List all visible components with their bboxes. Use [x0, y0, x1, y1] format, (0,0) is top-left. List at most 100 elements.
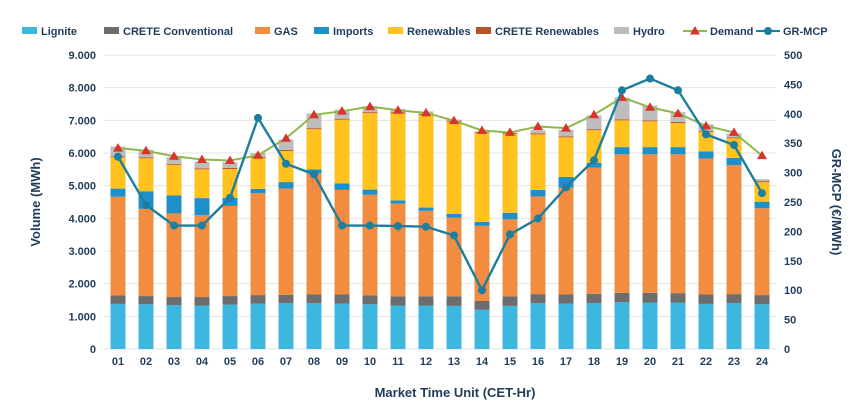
bar-gas [278, 188, 294, 295]
y-tick-label: 9.000 [68, 50, 96, 62]
bar-imports [194, 198, 210, 216]
x-tick-label: 22 [700, 356, 712, 368]
x-tick-label: 01 [112, 356, 124, 368]
bar-hydro [278, 139, 294, 151]
bar-imports [362, 189, 378, 195]
bar-gas [250, 193, 266, 296]
bar-lignite [334, 303, 350, 349]
bar-renewables [418, 114, 434, 208]
y-tick-label: 8.000 [68, 83, 96, 95]
marker-gr-mcp [702, 130, 710, 139]
bar-crete-renewables [362, 112, 378, 114]
bar-imports [726, 157, 742, 166]
x-tick-label: 18 [588, 356, 600, 368]
marker-gr-mcp [422, 222, 430, 231]
bar-lignite [474, 309, 490, 349]
marker-demand [645, 102, 655, 111]
bar-renewables [390, 113, 406, 201]
bar-crete-conventional [530, 294, 546, 304]
x-tick-label: 04 [196, 356, 209, 368]
bar-crete-conventional [362, 295, 378, 305]
bar-lignite [166, 305, 182, 349]
bar-renewables [362, 113, 378, 190]
bar-crete-renewables [138, 157, 154, 159]
bar-hydro [586, 115, 602, 130]
bar-crete-conventional [110, 295, 126, 304]
marker-gr-mcp [450, 231, 458, 240]
bar-crete-conventional [474, 300, 490, 310]
bar-hydro [222, 162, 238, 169]
bar-renewables [110, 157, 126, 189]
bar-lignite [502, 305, 518, 349]
y2-tick-label: 350 [784, 138, 802, 150]
marker-demand [533, 121, 543, 131]
bar-renewables [306, 129, 322, 170]
marker-demand [393, 105, 403, 114]
y2-tick-label: 0 [784, 344, 790, 356]
marker-demand [309, 109, 319, 119]
x-axis-title: Market Time Unit (CET-Hr) [375, 385, 536, 400]
y-tick-label: 2.000 [68, 279, 96, 291]
marker-gr-mcp [534, 214, 542, 223]
legend-marker-gr-mcp [764, 27, 772, 35]
bar-imports [586, 162, 602, 168]
bar-hydro [530, 130, 546, 134]
y-tick-label: 0 [90, 344, 96, 356]
x-tick-label: 19 [616, 356, 628, 368]
legend-label-hydro: Hydro [633, 26, 665, 38]
bar-imports [110, 188, 126, 197]
y2-tick-label: 50 [784, 315, 796, 327]
marker-demand [477, 125, 487, 134]
x-tick-label: 08 [308, 356, 320, 368]
bar-crete-conventional [166, 297, 182, 306]
bar-renewables [530, 134, 546, 190]
bar-crete-conventional [250, 295, 266, 304]
bar-crete-conventional [642, 292, 658, 303]
bar-lignite [670, 302, 686, 349]
bar-lignite [530, 303, 546, 349]
bar-crete-renewables [530, 133, 546, 135]
bar-renewables [586, 130, 602, 163]
bar-gas [502, 219, 518, 297]
y2-tick-label: 500 [784, 50, 802, 62]
x-tick-label: 05 [224, 356, 236, 368]
bar-gas [390, 203, 406, 297]
legend-swatch-imports [314, 27, 329, 34]
bar-crete-renewables [194, 168, 210, 170]
bar-crete-conventional [614, 292, 630, 303]
bar-gas [754, 208, 770, 296]
bar-renewables [334, 119, 350, 184]
stacked-bars [110, 97, 770, 349]
bar-gas [138, 208, 154, 297]
bar-imports [502, 212, 518, 220]
marker-demand [169, 151, 179, 160]
marker-demand [365, 101, 375, 111]
bar-lignite [446, 305, 462, 349]
bar-gas [586, 167, 602, 294]
legend-label-renewables: Renewables [407, 26, 471, 38]
marker-gr-mcp [310, 170, 318, 179]
marker-gr-mcp [730, 140, 738, 149]
legend-swatch-gas [255, 27, 270, 34]
bar-gas [418, 210, 434, 297]
y2-tick-label: 300 [784, 168, 802, 180]
marker-gr-mcp [562, 183, 570, 192]
legend-label-crete-renewables: CRETE Renewables [495, 26, 599, 38]
x-tick-label: 17 [560, 356, 572, 368]
bar-imports [474, 221, 490, 226]
bar-crete-renewables [166, 163, 182, 165]
bar-lignite [362, 304, 378, 349]
x-tick-label: 13 [448, 356, 460, 368]
marker-gr-mcp [646, 74, 654, 83]
y-axis-left: 0 1.000 2.000 3.000 4.000 5.000 6.000 7.000 8.00… [68, 50, 96, 356]
y-tick-label: 3.000 [68, 246, 96, 258]
bar-imports [446, 213, 462, 218]
line-demand [117, 96, 763, 162]
marker-demand [561, 123, 571, 132]
x-tick-label: 06 [252, 356, 264, 368]
marker-demand [225, 155, 235, 165]
marker-gr-mcp [226, 193, 234, 202]
bar-crete-renewables [642, 120, 658, 122]
y-tick-label: 6.000 [68, 148, 96, 160]
